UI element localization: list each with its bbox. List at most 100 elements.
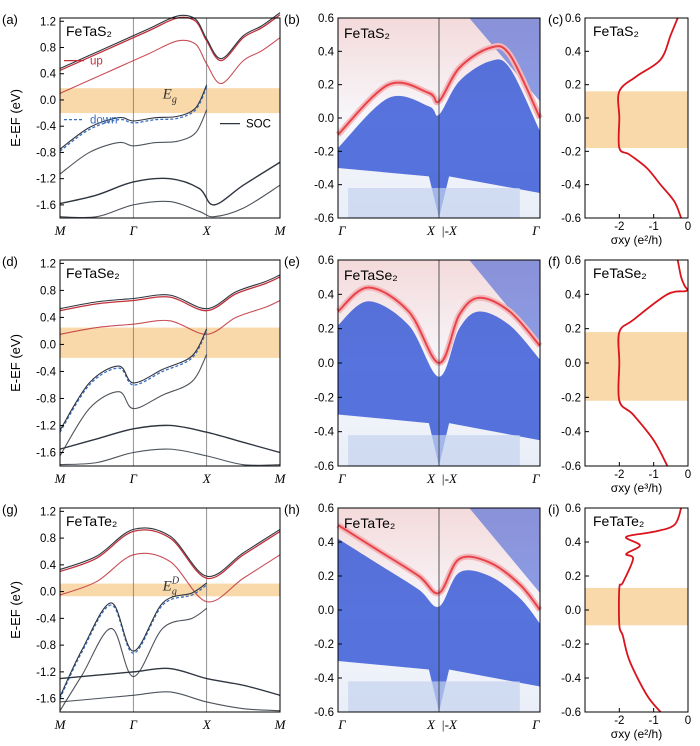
y-tick-label: 0.6 [318, 13, 334, 25]
band-SOC [59, 161, 281, 206]
y-axis-label: E-EF (eV) [8, 581, 23, 639]
y-tick-label: -1.6 [36, 694, 56, 706]
material-label: FeTaTe₂ [66, 513, 117, 529]
x-tick-label: -1 [649, 469, 659, 481]
band-soc-overlay [59, 12, 281, 69]
bulk-states-lower [348, 188, 520, 218]
y-tick-label: 0.0 [40, 587, 56, 599]
gap-annotation-sup: D [171, 575, 180, 586]
y-tick-label: 0.4 [40, 560, 57, 572]
surface-panel-1: -0.6 -0.4 -0.2 0.0 0.2 0.4 0.6 Γ X |-X Γ (e) FeTaSe₂ [284, 254, 543, 486]
y-axis-label: E-EF (eV) [8, 89, 23, 147]
y-tick-label: 0.4 [318, 289, 335, 301]
y-tick-label: 0.0 [40, 339, 56, 351]
k-point-label: Γ [129, 717, 138, 732]
y-tick-label: -0.8 [36, 393, 56, 405]
y-tick-label: -0.4 [314, 673, 334, 685]
y-tick-label: 0.2 [565, 80, 581, 92]
x-tick-label: -2 [614, 469, 624, 481]
plot-frame [59, 507, 281, 713]
plot-frame [59, 259, 281, 467]
band-up [59, 14, 281, 72]
y-tick-label: -0.4 [36, 613, 56, 625]
y-tick-label: 0.4 [40, 69, 57, 81]
band-extra [59, 691, 281, 712]
material-label: FeTaSe₂ [593, 265, 647, 281]
band-SOC [59, 424, 281, 454]
x-tick-label: -1 [649, 221, 659, 233]
material-label: FeTaTe₂ [344, 515, 395, 531]
hall-curve [617, 17, 682, 219]
x-tick-label: 0 [685, 221, 691, 233]
y-tick-label: 0.4 [565, 289, 582, 301]
k-point-label: |-X [441, 471, 458, 486]
y-tick-label: -0.4 [561, 180, 581, 192]
band-soc-overlay [59, 582, 207, 697]
y-tick-label: -1.2 [36, 667, 56, 679]
k-point-label: Γ [337, 471, 346, 486]
y-tick-label: 0.0 [318, 358, 334, 370]
k-point-label: X [426, 717, 436, 732]
hall-panel-1: -0.6 -0.4 -0.2 0.0 0.2 0.4 0.6 -2 -1 0 σxy (e³/h) (… [548, 254, 691, 495]
y-tick-label: -0.2 [314, 392, 334, 404]
panel-label: (f) [548, 254, 560, 269]
y-tick-label: 0.4 [565, 46, 582, 58]
x-tick-label: -2 [614, 221, 624, 233]
panel-label: (h) [284, 502, 300, 517]
band-extra [59, 552, 281, 603]
surface-panel-0: -0.6 -0.4 -0.2 0.0 0.2 0.4 0.6 Γ X |-X Γ (b) FeTaS₂ [284, 12, 543, 238]
k-point-label: |-X [441, 717, 458, 732]
band-soc-overlay [59, 84, 208, 150]
y-tick-label: 0.4 [40, 312, 57, 324]
y-tick-label: 1.2 [40, 16, 56, 28]
band-down [59, 330, 208, 433]
y-tick-label: 0.8 [40, 285, 56, 297]
k-point-label: M [54, 471, 67, 486]
x-axis-label: σxy (e²/h) [611, 727, 662, 741]
k-point-label: Γ [337, 717, 346, 732]
material-label: FeTaS₂ [593, 23, 639, 39]
plot-frame [59, 17, 281, 219]
y-tick-label: -0.6 [561, 707, 581, 719]
bulk-states-upper [469, 508, 540, 593]
x-tick-label: -2 [614, 715, 624, 727]
k-point-label: Γ [531, 223, 540, 238]
panel-label: (d) [2, 254, 18, 269]
legend-down: down [90, 115, 118, 127]
k-point-label: |-X [441, 223, 458, 238]
x-axis-label: σxy (e³/h) [611, 481, 662, 495]
y-tick-label: 0.0 [318, 113, 334, 125]
band-extra [59, 109, 208, 175]
y-tick-label: 0.6 [318, 255, 334, 267]
band-extra [59, 448, 281, 466]
y-tick-label: 0.0 [565, 605, 581, 617]
y-tick-label: 0.4 [565, 537, 582, 549]
band-panel-1: -1.6 -1.2 -0.8 -0.4 0.0 0.4 0.8 1.2 M Γ X M E-EF (eV… [2, 254, 287, 486]
y-tick-label: 0.6 [565, 13, 581, 25]
material-label: FeTaTe₂ [593, 513, 644, 529]
hall-panel-0: -0.6 -0.4 -0.2 0.0 0.2 0.4 0.6 -2 -1 0 σxy (e²/h) (… [548, 12, 691, 247]
panel-label: (b) [284, 12, 300, 27]
gap-annotation-sub: g [172, 95, 177, 106]
y-tick-label: 0.8 [40, 43, 56, 55]
y-tick-label: -0.6 [561, 213, 581, 225]
x-tick-label: -1 [649, 715, 659, 727]
y-tick-label: -1.2 [36, 174, 56, 186]
y-tick-label: 0.2 [318, 324, 334, 336]
y-tick-label: -0.4 [36, 366, 56, 378]
k-point-label: X [426, 471, 436, 486]
band-soc-overlay [59, 274, 281, 310]
plateau-region [585, 91, 688, 148]
k-point-label: M [54, 717, 67, 732]
y-tick-label: 0.2 [318, 571, 334, 583]
k-point-label: M [274, 223, 287, 238]
y-tick-label: -1.6 [36, 200, 56, 212]
band-down [59, 86, 208, 152]
panel-label: (e) [284, 254, 300, 269]
y-tick-label: 0.6 [318, 503, 334, 515]
k-point-label: Γ [129, 471, 138, 486]
k-point-label: X [426, 223, 436, 238]
y-tick-label: -0.2 [314, 146, 334, 158]
y-tick-label: -0.2 [561, 639, 581, 651]
y-tick-label: 0.2 [318, 80, 334, 92]
